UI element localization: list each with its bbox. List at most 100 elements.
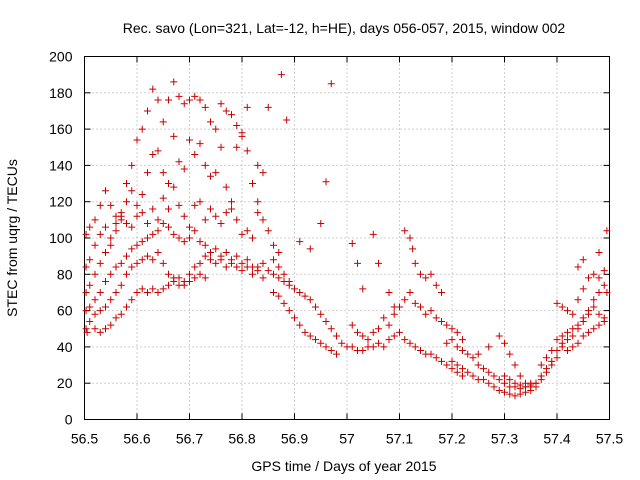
data-point — [548, 357, 556, 365]
y-tick-labels: 0 20 40 60 80 100 120 140 160 180 200 — [49, 49, 73, 428]
data-point — [222, 263, 230, 271]
data-point — [469, 354, 477, 362]
y-tick-label: 200 — [49, 49, 73, 65]
data-point — [600, 317, 608, 325]
data-point — [291, 314, 298, 322]
y-tick-label: 80 — [57, 266, 73, 282]
data-point — [574, 339, 582, 347]
data-point — [117, 281, 125, 289]
data-point — [138, 256, 146, 264]
data-point — [149, 256, 157, 264]
grid — [84, 56, 610, 420]
data-point — [86, 303, 94, 311]
data-point — [595, 274, 603, 282]
data-point — [564, 307, 571, 315]
data-point — [296, 288, 304, 296]
data-point — [485, 343, 493, 351]
data-point — [243, 147, 251, 155]
x-tick-label: 56.9 — [281, 431, 308, 447]
data-point — [243, 263, 251, 271]
data-point — [369, 328, 377, 336]
data-point — [495, 386, 503, 394]
data-point — [579, 285, 587, 293]
data-point — [138, 125, 146, 133]
data-point — [123, 303, 130, 311]
data-point — [201, 216, 209, 224]
data-point — [165, 281, 172, 289]
data-point — [409, 245, 417, 253]
data-point — [222, 209, 230, 217]
data-point — [259, 216, 267, 224]
data-point — [154, 216, 162, 224]
data-point — [291, 285, 298, 293]
data-point — [107, 296, 115, 304]
data-point — [217, 256, 225, 264]
y-tick-label: 40 — [57, 339, 73, 355]
data-point — [574, 296, 582, 304]
data-point — [375, 325, 382, 333]
data-point — [86, 223, 94, 231]
x-tick-label: 57.2 — [438, 431, 465, 447]
data-point — [411, 299, 419, 307]
data-point — [196, 96, 204, 104]
data-point — [270, 241, 277, 249]
data-point — [170, 132, 178, 140]
data-point — [228, 205, 235, 213]
data-point — [144, 234, 151, 242]
data-point — [495, 376, 503, 384]
data-point — [359, 332, 367, 340]
data-point — [558, 343, 566, 351]
data-point — [459, 372, 466, 380]
data-point — [91, 310, 99, 318]
data-point — [579, 256, 587, 264]
data-point — [385, 336, 393, 344]
data-point — [175, 201, 183, 209]
data-point — [207, 249, 214, 257]
data-point — [186, 136, 193, 144]
data-point — [170, 230, 178, 238]
data-point — [338, 339, 346, 347]
data-point — [107, 234, 115, 242]
data-point — [448, 365, 456, 373]
data-point — [317, 339, 325, 347]
x-tick-label: 57.1 — [386, 431, 413, 447]
data-point — [443, 321, 451, 329]
data-point — [390, 310, 398, 318]
data-point — [480, 376, 487, 384]
data-point — [432, 354, 440, 362]
data-point — [564, 347, 571, 355]
data-point — [396, 328, 403, 336]
data-point — [511, 379, 519, 387]
data-point — [217, 219, 225, 227]
data-point — [186, 270, 193, 278]
data-point — [270, 288, 277, 296]
data-point — [112, 288, 120, 296]
x-tick-label: 57 — [339, 431, 355, 447]
data-point — [579, 332, 587, 340]
data-point — [569, 343, 577, 351]
data-point — [175, 92, 183, 100]
data-point — [102, 187, 109, 195]
data-point — [201, 241, 209, 249]
data-point — [128, 187, 136, 195]
data-point — [238, 259, 246, 267]
data-point — [264, 227, 272, 235]
data-point — [180, 238, 188, 246]
data-point — [165, 96, 172, 104]
data-point — [201, 161, 209, 169]
data-point — [180, 281, 188, 289]
data-point — [480, 365, 487, 373]
data-point — [149, 85, 157, 93]
data-point — [401, 227, 409, 235]
data-point — [275, 274, 283, 282]
data-point — [123, 270, 130, 278]
data-point — [348, 239, 356, 247]
data-point — [438, 357, 445, 365]
data-point — [579, 314, 587, 322]
data-point — [564, 328, 571, 336]
data-point — [112, 263, 120, 271]
data-point — [553, 336, 561, 344]
data-point — [128, 161, 136, 169]
x-tick-label: 56.5 — [71, 431, 98, 447]
data-point — [83, 328, 91, 336]
